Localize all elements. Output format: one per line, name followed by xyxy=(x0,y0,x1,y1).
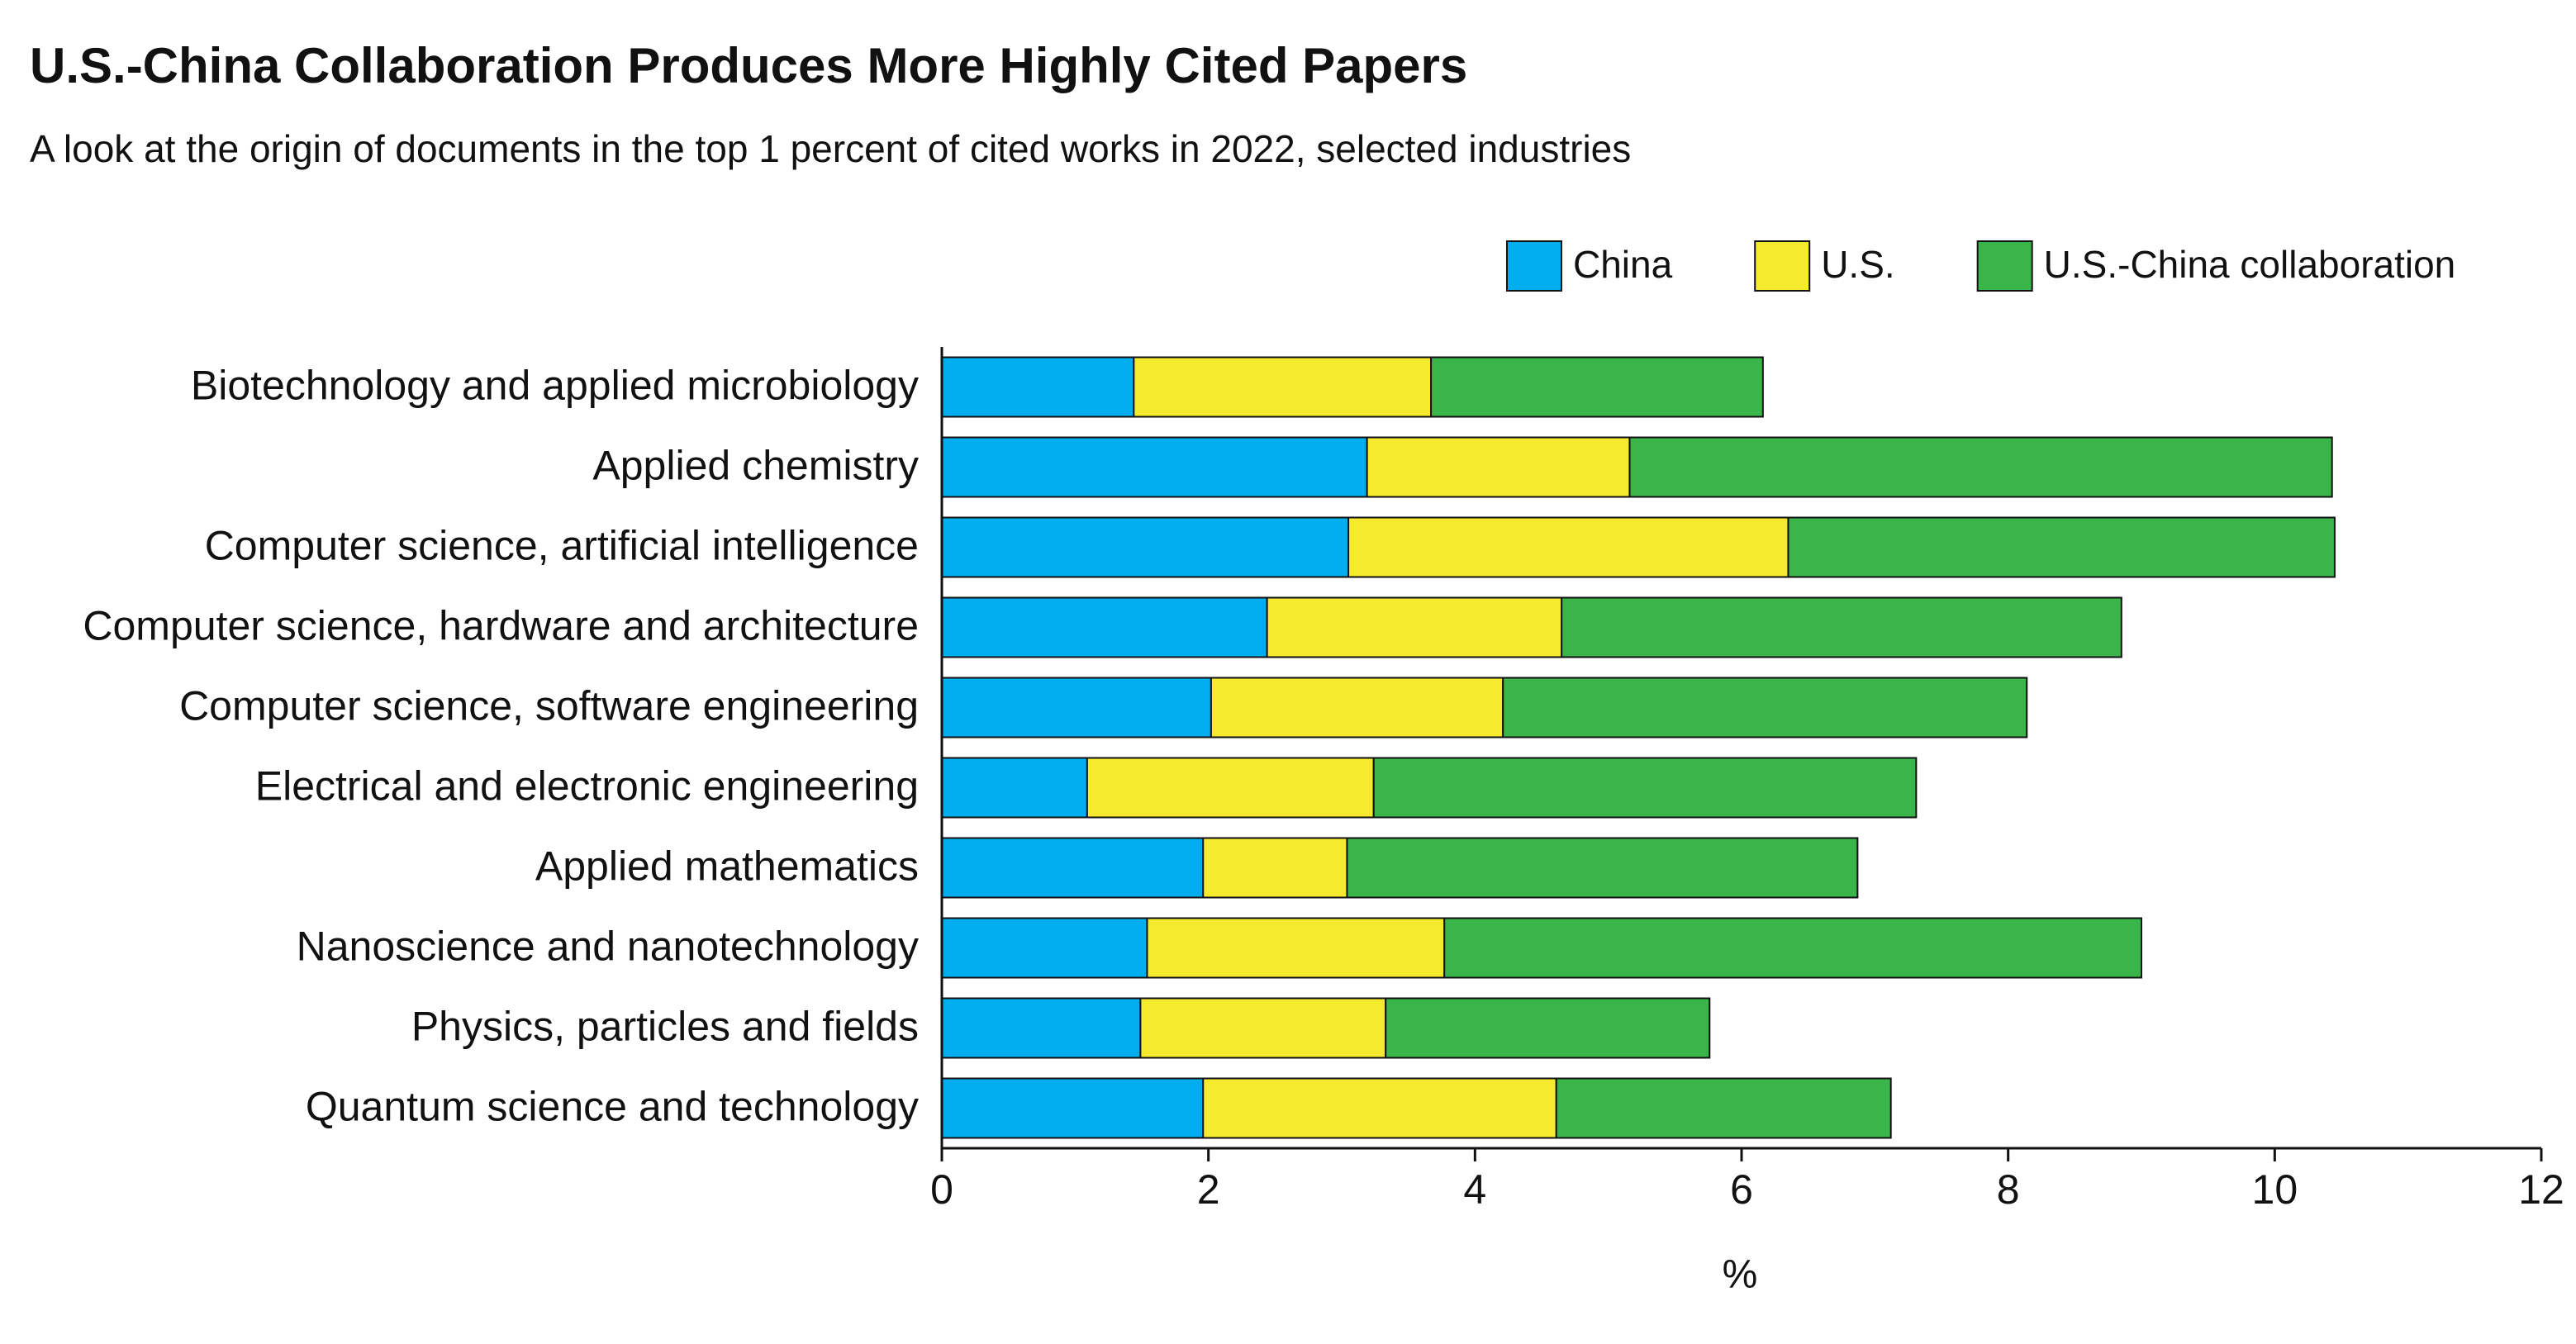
x-tick-label: 8 xyxy=(1997,1166,2020,1213)
x-tick-label: 0 xyxy=(930,1166,953,1213)
legend-swatch xyxy=(1506,240,1562,292)
bar-segment xyxy=(1347,516,1789,578)
y-tick-label: Nanoscience and nanotechnology xyxy=(297,924,919,970)
x-tick-label: 10 xyxy=(2252,1166,2298,1213)
chart-title: U.S.-China Collaboration Produces More H… xyxy=(30,38,1467,93)
y-tick-label: Physics, particles and fields xyxy=(411,1004,919,1050)
bar-segment xyxy=(1385,997,1711,1059)
bar-segment xyxy=(941,997,1142,1059)
bar-segment xyxy=(1366,436,1631,498)
bar-segment xyxy=(1628,436,2333,498)
y-tick-label: Applied mathematics xyxy=(535,843,919,890)
bar-segment xyxy=(941,917,1148,979)
legend-label: U.S. xyxy=(1821,243,1894,286)
x-axis-label: % xyxy=(1723,1253,1758,1297)
bar-segment xyxy=(941,677,1212,738)
x-tick-label: 4 xyxy=(1463,1166,1486,1213)
y-tick-label: Electrical and electronic engineering xyxy=(255,763,919,810)
bar-segment xyxy=(1787,516,2336,578)
x-tick-label: 12 xyxy=(2518,1166,2564,1213)
bar-segment xyxy=(1202,837,1348,899)
bar-segment xyxy=(1266,596,1563,658)
bar-segment xyxy=(941,516,1350,578)
bar-segment xyxy=(1202,1077,1557,1139)
bar-segment xyxy=(1555,1077,1892,1139)
bar-segment xyxy=(1561,596,2122,658)
bar-segment xyxy=(1346,837,1859,899)
bar-segment xyxy=(1443,917,2142,979)
bar-segment xyxy=(941,837,1205,899)
bar-segment xyxy=(1139,997,1387,1059)
y-tick-label: Computer science, artificial intelligenc… xyxy=(205,523,919,569)
bar-segment xyxy=(1502,677,2028,738)
bar-segment xyxy=(1146,917,1446,979)
x-tick-label: 6 xyxy=(1730,1166,1753,1213)
legend-swatch xyxy=(1754,240,1811,292)
bar-segment xyxy=(941,1077,1205,1139)
y-tick-label: Applied chemistry xyxy=(592,443,919,489)
y-tick-label: Computer science, software engineering xyxy=(179,683,919,729)
bar-segment xyxy=(1086,757,1375,819)
chart-subtitle: A look at the origin of documents in the… xyxy=(30,127,1631,170)
legend-label: U.S.-China collaboration xyxy=(2044,243,2456,286)
x-tick-label: 2 xyxy=(1197,1166,1220,1213)
bar-segment xyxy=(1372,757,1918,819)
legend-swatch xyxy=(1976,240,2033,292)
bar-segment xyxy=(1430,356,1764,418)
y-tick-label: Computer science, hardware and architect… xyxy=(83,603,919,649)
bar-segment xyxy=(941,436,1368,498)
y-tick-label: Biotechnology and applied microbiology xyxy=(191,363,919,409)
y-tick-label: Quantum science and technology xyxy=(306,1084,919,1130)
legend-label: China xyxy=(1573,243,1673,286)
bar-segment xyxy=(1210,677,1504,738)
bar-segment xyxy=(941,356,1135,418)
bar-segment xyxy=(941,596,1268,658)
bar-segment xyxy=(1133,356,1433,418)
bar-segment xyxy=(941,757,1088,819)
